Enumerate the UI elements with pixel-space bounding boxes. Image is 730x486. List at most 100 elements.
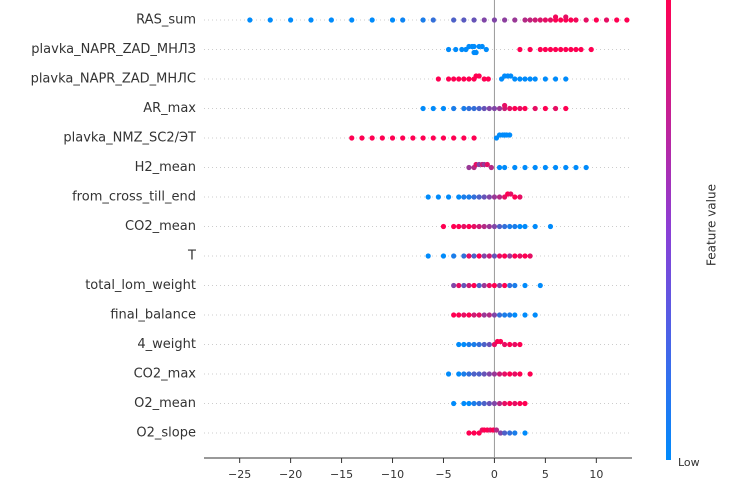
point <box>502 253 508 259</box>
point <box>453 46 459 53</box>
point <box>410 135 416 141</box>
feature-label: plavka_NAPR_ZAD_МНЛС <box>31 72 196 87</box>
point <box>507 253 513 259</box>
point <box>481 17 487 23</box>
point <box>471 341 477 348</box>
feature-label: final_balance <box>110 308 196 323</box>
point <box>471 430 477 436</box>
point <box>603 17 610 23</box>
point <box>466 430 472 436</box>
point <box>491 194 498 200</box>
point <box>517 194 523 200</box>
point <box>578 46 584 53</box>
point <box>552 46 559 53</box>
point <box>558 17 564 23</box>
point <box>502 400 508 407</box>
point <box>476 282 482 289</box>
point <box>542 46 548 53</box>
point <box>502 223 508 230</box>
point <box>451 400 457 407</box>
point <box>532 223 538 230</box>
point <box>451 253 457 259</box>
point <box>479 43 485 50</box>
point <box>496 312 503 318</box>
point <box>466 253 472 259</box>
point <box>247 17 253 23</box>
point <box>349 135 355 141</box>
point <box>624 17 630 23</box>
point <box>481 105 487 112</box>
point <box>369 17 375 23</box>
point <box>359 135 365 141</box>
point <box>517 223 523 230</box>
feature-label: H2_mean <box>135 160 196 175</box>
point <box>369 135 375 141</box>
point <box>508 73 514 79</box>
feature-label: O2_slope <box>136 426 196 441</box>
feature-label: AR_max <box>143 101 196 116</box>
point <box>573 164 579 171</box>
point <box>456 223 462 230</box>
point <box>496 253 503 259</box>
point <box>440 135 447 141</box>
point <box>512 400 518 407</box>
x-tick-label: 5 <box>542 468 549 481</box>
point <box>507 105 513 112</box>
point <box>456 341 462 348</box>
point <box>517 253 523 259</box>
point <box>542 105 548 112</box>
point <box>466 105 472 112</box>
point <box>502 341 508 348</box>
point <box>512 430 518 436</box>
point <box>461 253 467 259</box>
point <box>481 76 487 82</box>
point <box>471 282 477 289</box>
point <box>481 371 487 377</box>
point <box>445 371 452 377</box>
point <box>507 312 513 318</box>
x-tick-label: −25 <box>228 468 251 481</box>
point <box>491 223 498 230</box>
point <box>496 194 503 200</box>
point <box>440 253 447 259</box>
point <box>517 105 523 112</box>
point <box>466 400 472 407</box>
point <box>491 105 498 112</box>
point <box>466 164 472 171</box>
feature-label: CO2_max <box>134 367 197 382</box>
point <box>512 164 518 171</box>
point <box>400 135 406 141</box>
point <box>517 371 523 377</box>
point <box>542 17 548 23</box>
point <box>614 17 620 23</box>
point <box>440 105 447 112</box>
point <box>527 371 533 377</box>
point <box>573 17 579 23</box>
point <box>491 400 498 407</box>
point <box>466 223 472 230</box>
point <box>430 17 436 23</box>
point <box>502 312 508 318</box>
point <box>532 105 538 112</box>
point <box>486 253 492 259</box>
point <box>486 312 492 318</box>
point <box>552 14 559 20</box>
point <box>517 76 523 82</box>
point <box>486 400 492 407</box>
point <box>461 341 467 348</box>
feature-label: from_cross_till_end <box>72 190 196 205</box>
point <box>563 46 569 53</box>
point <box>593 17 599 23</box>
point <box>451 223 457 230</box>
feature-label: T <box>187 249 196 264</box>
point <box>451 105 457 112</box>
point <box>488 164 494 171</box>
point <box>471 371 477 377</box>
point <box>486 371 492 377</box>
point <box>445 46 452 53</box>
point <box>456 312 462 318</box>
point <box>517 400 523 407</box>
point <box>527 76 533 82</box>
point <box>558 46 564 53</box>
point <box>461 223 467 230</box>
